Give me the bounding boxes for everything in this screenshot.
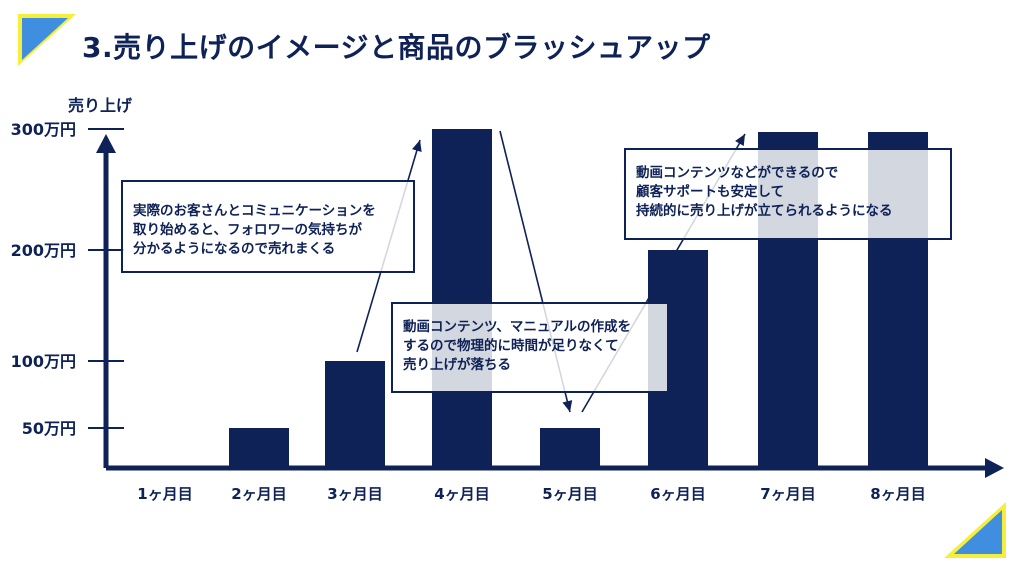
callout-sales-drop: 動画コンテンツ、マニュアルの作成を するので物理的に時間が足りなくて 売り上げが… xyxy=(391,302,669,393)
arrow-recover-head xyxy=(735,134,745,147)
x-tick-label: 3ヶ月目 xyxy=(327,485,382,503)
callout-line: 持続的に売り上げが立てられるようになる xyxy=(636,203,893,219)
bar-5 xyxy=(540,428,600,468)
x-tick-label: 7ヶ月目 xyxy=(760,485,815,503)
callout-line: 動画コンテンツなどができるので xyxy=(636,165,839,181)
bar-4 xyxy=(432,129,492,468)
bar-3 xyxy=(325,361,385,468)
callout-line: 売り上げが落ちる xyxy=(403,357,511,373)
y-axis-arrowhead xyxy=(96,134,116,153)
corner-decoration-bottom-right xyxy=(944,502,1006,558)
callout-line: 分かるようになるので売れまくる xyxy=(133,241,336,257)
arrow-fall-head xyxy=(562,400,573,412)
arrow-rise-head xyxy=(412,140,422,152)
callout-line: 実際のお客さんとコミュニケーションを xyxy=(133,203,376,219)
axes-group xyxy=(88,128,1004,478)
page-title: 3.売り上げのイメージと商品のブラッシュアップ xyxy=(82,31,711,64)
labels-group: 50万円 100万円 200万円 300万円 売り上げ 1ヶ月目 2ヶ月目 3ヶ月目 4ヶ月目 5… xyxy=(11,96,926,503)
callout-stable-growth: 動画コンテンツなどができるので 顧客サポートも安定して 持続的に売り上げが立てら… xyxy=(624,148,952,240)
x-tick-label: 6ヶ月目 xyxy=(650,485,705,503)
callout-line: するので物理的に時間が足りなくて xyxy=(403,338,619,354)
x-tick-label: 2ヶ月目 xyxy=(231,485,286,503)
y-tick-label: 100万円 xyxy=(11,352,76,371)
x-tick-label: 4ヶ月目 xyxy=(434,485,489,503)
x-tick-label: 1ヶ月目 xyxy=(137,485,192,503)
y-tick-label: 300万円 xyxy=(11,120,76,139)
y-tick-label: 50万円 xyxy=(22,419,76,438)
bar-2 xyxy=(229,428,289,468)
callout-line: 動画コンテンツ、マニュアルの作成を xyxy=(403,319,632,335)
corner-decoration-top-left xyxy=(18,14,76,66)
x-axis-arrowhead xyxy=(985,458,1004,478)
y-tick-label: 200万円 xyxy=(11,241,76,260)
x-tick-label: 8ヶ月目 xyxy=(870,485,925,503)
callout-sales-boost: 実際のお客さんとコミュニケーションを 取り始めると、フォロワーの気持ちが 分かる… xyxy=(121,180,415,273)
callout-line: 取り始めると、フォロワーの気持ちが xyxy=(133,222,362,238)
y-axis-title: 売り上げ xyxy=(68,96,133,115)
x-tick-label: 5ヶ月目 xyxy=(542,485,597,503)
callout-line: 顧客サポートも安定して xyxy=(636,184,785,200)
